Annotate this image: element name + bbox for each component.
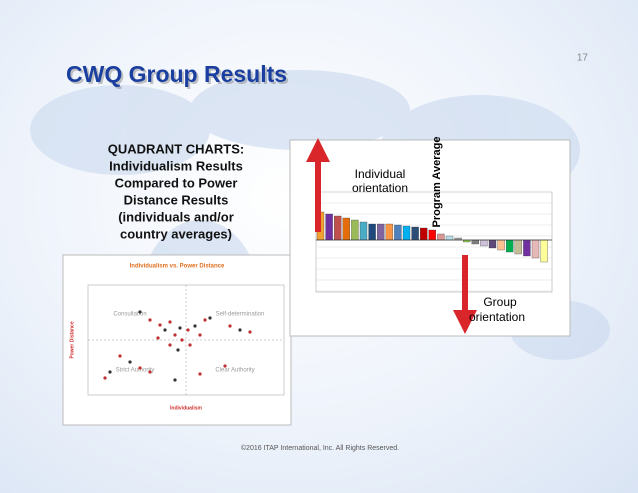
- dot: [168, 343, 172, 347]
- scatter-title: Individualism vs. Power Distance: [130, 264, 225, 270]
- quadrant-label: Consultation: [113, 312, 146, 318]
- description-line: QUADRANT CHARTS:: [108, 141, 245, 156]
- scatter-chart: Individualism vs. Power Distance Consult…: [62, 254, 292, 426]
- bar: [351, 219, 359, 241]
- dot: [128, 360, 132, 364]
- quadrant-label: Self-determination: [216, 312, 265, 318]
- dot: [180, 338, 184, 342]
- bar: [385, 223, 393, 241]
- bar: [377, 223, 385, 241]
- annotation: Program Average: [431, 137, 443, 228]
- description-line: Distance Results: [124, 192, 229, 207]
- dot: [188, 343, 192, 347]
- dot: [198, 333, 202, 337]
- bar: [531, 239, 540, 259]
- bar: [523, 239, 531, 257]
- dot: [203, 318, 207, 322]
- annotation: Group: [483, 295, 517, 309]
- dot: [118, 354, 122, 358]
- footer: ©2016 ITAP International, Inc. All Right…: [241, 444, 399, 452]
- description: QUADRANT CHARTS: Individualism Results Com…: [108, 141, 245, 241]
- bar: [497, 239, 505, 251]
- slide-title: CWQ Group Results: [66, 61, 287, 87]
- dot: [193, 324, 197, 328]
- description-line: country averages): [120, 226, 232, 241]
- dot: [138, 366, 142, 370]
- dot: [163, 328, 167, 332]
- quadrant-label: Strict Authority: [116, 368, 155, 374]
- description-line: Individualism Results: [109, 158, 243, 173]
- bar: [394, 224, 402, 241]
- dot: [173, 378, 177, 382]
- dot: [238, 328, 242, 332]
- bar: [437, 233, 445, 241]
- scatter-dots: [103, 310, 252, 382]
- annotation: orientation: [469, 310, 525, 324]
- bar: [402, 225, 411, 241]
- bar: [471, 239, 479, 245]
- slide-number: 17: [577, 53, 589, 64]
- bar: [325, 213, 333, 241]
- bar: [411, 226, 419, 241]
- dot: [228, 324, 232, 328]
- x-axis-label: Individualism: [170, 405, 203, 411]
- bar: [368, 223, 376, 241]
- bar: [540, 239, 548, 263]
- dot: [108, 370, 112, 374]
- bar: [480, 239, 488, 247]
- dot: [248, 330, 252, 334]
- bar: [514, 239, 522, 255]
- dot: [158, 323, 162, 327]
- dot: [103, 376, 107, 380]
- dot: [168, 320, 172, 324]
- bar: [359, 221, 368, 241]
- annotation: Individual: [355, 167, 406, 181]
- dot: [156, 336, 160, 340]
- bar: [488, 239, 497, 249]
- bar: [445, 235, 454, 241]
- dot: [173, 333, 177, 337]
- dot: [138, 310, 142, 314]
- description-line: (individuals and/or: [118, 209, 234, 224]
- bar: [420, 227, 428, 241]
- dot: [176, 348, 180, 352]
- title-shadow: CWQ Group Results: [68, 63, 289, 89]
- bar: [506, 239, 514, 253]
- bar: [342, 217, 350, 241]
- dot: [148, 370, 152, 374]
- dot: [148, 318, 152, 322]
- y-axis-label: Power Distance: [69, 321, 75, 358]
- dot: [198, 372, 202, 376]
- bar-chart: [289, 139, 571, 337]
- dot: [178, 326, 182, 330]
- annotation: orientation: [352, 181, 408, 195]
- bar: [334, 215, 342, 241]
- quadrant-label: Clear Authority: [215, 368, 254, 374]
- dot: [223, 364, 227, 368]
- bar: [428, 229, 436, 241]
- description-line: Compared to Power: [115, 175, 238, 190]
- dot: [186, 328, 190, 332]
- dot: [208, 316, 212, 320]
